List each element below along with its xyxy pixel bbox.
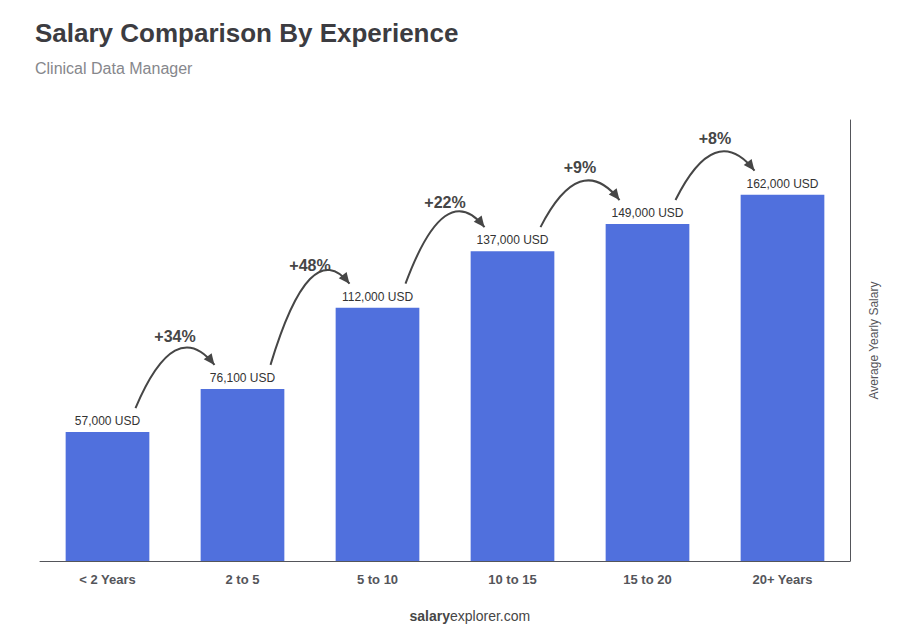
svg-text:2 to 5: 2 to 5 <box>226 572 260 587</box>
svg-text:+48%: +48% <box>289 257 330 274</box>
svg-text:salary: salary <box>410 608 451 624</box>
svg-text:Clinical Data Manager: Clinical Data Manager <box>35 60 193 77</box>
svg-text:20+ Years: 20+ Years <box>752 572 812 587</box>
svg-text:Salary Comparison By Experienc: Salary Comparison By Experience <box>35 18 458 48</box>
svg-text:Average Yearly Salary: Average Yearly Salary <box>867 282 881 400</box>
svg-text:+8%: +8% <box>699 130 731 147</box>
svg-text:15 to 20: 15 to 20 <box>623 572 671 587</box>
svg-text:112,000 USD: 112,000 USD <box>342 290 413 304</box>
svg-text:137,000 USD: 137,000 USD <box>476 233 548 247</box>
svg-text:5 to 10: 5 to 10 <box>357 572 398 587</box>
svg-text:+34%: +34% <box>154 328 195 345</box>
svg-text:+9%: +9% <box>564 159 596 176</box>
svg-text:explorer.com: explorer.com <box>450 608 530 624</box>
svg-text:10 to 15: 10 to 15 <box>488 572 536 587</box>
svg-text:76,100 USD: 76,100 USD <box>210 371 276 385</box>
svg-text:57,000 USD: 57,000 USD <box>75 414 141 428</box>
svg-text:149,000 USD: 149,000 USD <box>611 206 683 220</box>
svg-text:< 2 Years: < 2 Years <box>79 572 136 587</box>
svg-text:162,000 USD: 162,000 USD <box>746 177 818 191</box>
svg-text:+22%: +22% <box>424 194 465 211</box>
